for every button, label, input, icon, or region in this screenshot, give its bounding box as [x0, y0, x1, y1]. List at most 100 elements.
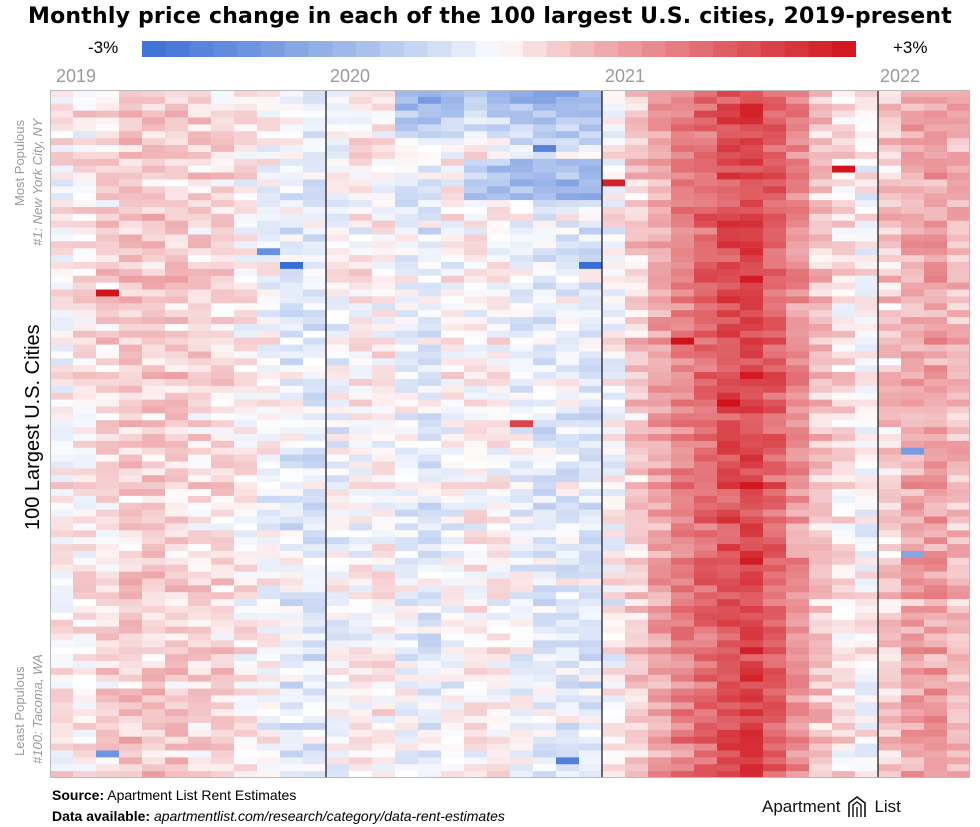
heatmap-cell	[234, 509, 258, 517]
heatmap-cell	[395, 647, 419, 655]
heatmap-cell	[924, 172, 948, 180]
heatmap-cell	[96, 317, 120, 325]
heatmap-cell	[878, 489, 902, 497]
legend-max-label: +3%	[893, 38, 928, 57]
heatmap-cell	[188, 406, 212, 414]
heatmap-cell	[326, 647, 350, 655]
heatmap-cell	[648, 722, 672, 731]
heatmap-cell	[395, 358, 419, 366]
heatmap-cell	[441, 743, 465, 751]
heatmap-cell	[441, 392, 465, 400]
heatmap-cell	[717, 592, 741, 600]
heatmap-cell	[924, 722, 948, 731]
heatmap-cell	[234, 220, 258, 228]
heatmap-cell	[648, 592, 672, 600]
heatmap-cell	[119, 103, 143, 112]
heatmap-cell	[625, 289, 649, 297]
heatmap-cell	[257, 358, 281, 366]
heatmap-cell	[96, 268, 120, 277]
heatmap-cell	[510, 193, 534, 201]
heatmap-cell	[671, 440, 695, 449]
heatmap-cell	[556, 427, 580, 435]
heatmap-cell	[786, 599, 810, 607]
heatmap-cell	[211, 771, 235, 778]
heatmap-cell	[326, 599, 350, 607]
heatmap-cell	[878, 206, 902, 215]
heatmap-cell	[50, 330, 74, 339]
heatmap-cell	[786, 667, 810, 676]
heatmap-cell	[50, 681, 74, 689]
heatmap-cell	[349, 255, 373, 263]
heatmap-cell	[441, 599, 465, 607]
heatmap-cell	[579, 200, 603, 208]
heatmap-cell	[280, 557, 304, 566]
heatmap-cell	[188, 241, 212, 249]
heatmap-cell	[326, 571, 350, 579]
heatmap-cell	[694, 385, 718, 394]
heatmap-cell	[648, 378, 672, 387]
data-available-link[interactable]: apartmentlist.com/research/category/data…	[153, 808, 505, 824]
heatmap-cell	[602, 131, 626, 139]
heatmap-cell	[671, 523, 695, 531]
heatmap-cell	[441, 220, 465, 228]
heatmap-cell	[73, 124, 97, 132]
heatmap-cell	[96, 475, 120, 483]
heatmap-cell	[464, 378, 488, 387]
heatmap-cell	[464, 688, 488, 696]
heatmap-cell	[441, 757, 465, 765]
heatmap-cell	[257, 248, 281, 256]
heatmap-cell	[142, 275, 166, 284]
heatmap-cell	[533, 544, 557, 552]
heatmap-cell	[372, 227, 396, 235]
heatmap-cell	[763, 110, 787, 118]
heatmap-cell	[671, 757, 695, 765]
heatmap-cell	[924, 179, 948, 187]
heatmap-cell	[832, 323, 856, 332]
heatmap-cell	[280, 447, 304, 456]
heatmap-cell	[533, 612, 557, 621]
heatmap-cell	[671, 138, 695, 146]
heatmap-cell	[717, 585, 741, 593]
data-available-note: Data available: apartmentlist.com/resear…	[52, 808, 505, 824]
heatmap-cell	[510, 131, 534, 139]
heatmap-cell	[96, 681, 120, 689]
heatmap-cell	[372, 124, 396, 132]
heatmap-cell	[188, 702, 212, 710]
heatmap-cell	[556, 186, 580, 194]
heatmap-cell	[50, 516, 74, 524]
heatmap-cell	[211, 296, 235, 304]
heatmap-cell	[740, 461, 764, 469]
heatmap-cell	[142, 372, 166, 380]
heatmap-cell	[717, 241, 741, 249]
heatmap-cell	[73, 186, 97, 194]
heatmap-cell	[832, 454, 856, 462]
heatmap-cell	[579, 633, 603, 641]
heatmap-cell	[579, 544, 603, 552]
heatmap-cell	[487, 268, 511, 277]
heatmap-cell	[349, 392, 373, 400]
heatmap-cell	[50, 392, 74, 400]
heatmap-cell	[809, 674, 833, 683]
heatmap-cell	[188, 248, 212, 256]
heatmap-cell	[648, 468, 672, 476]
heatmap-cell	[671, 200, 695, 208]
heatmap-cell	[50, 461, 74, 469]
heatmap-cell	[73, 323, 97, 332]
heatmap-cell	[464, 186, 488, 194]
heatmap-cell	[372, 138, 396, 146]
heatmap-cell	[73, 661, 97, 669]
heatmap-cell	[418, 289, 442, 297]
heatmap-cell	[901, 695, 925, 703]
heatmap-cell	[533, 771, 557, 778]
heatmap-cell	[533, 764, 557, 772]
heatmap-cell	[349, 110, 373, 118]
heatmap-cell	[671, 220, 695, 228]
heatmap-cell	[280, 165, 304, 173]
heatmap-cell	[303, 633, 327, 641]
heatmap-cell	[119, 234, 143, 242]
heatmap-cell	[165, 661, 189, 669]
heatmap-cell	[211, 344, 235, 352]
heatmap-cell	[533, 427, 557, 435]
heatmap-cell	[786, 750, 810, 758]
heatmap-cell	[786, 729, 810, 738]
